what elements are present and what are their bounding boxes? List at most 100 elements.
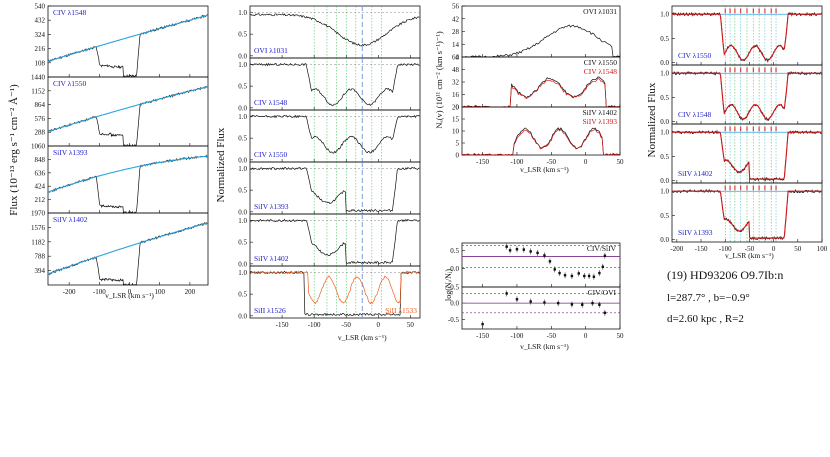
- ncol-xtick-label: 0: [584, 158, 588, 166]
- norm-xtick-label: 50: [407, 321, 415, 329]
- norm-panel-label: SiIV λ1393: [254, 202, 289, 211]
- flux-ytick-label: 1576: [31, 224, 46, 232]
- ncol-ytick-label: 20: [452, 104, 460, 112]
- flux-continuum-fit: [47, 155, 209, 193]
- fit-xaxis-label: v_LSR (km s⁻¹): [725, 251, 774, 260]
- ncol-panel-label: CIV λ1550: [584, 58, 618, 67]
- flux-ytick-label: 1182: [31, 238, 45, 246]
- ncol-second-line-series: [461, 128, 621, 156]
- flux-ytick-label: 432: [35, 17, 46, 25]
- ncol-ytick-label: 10: [452, 128, 460, 136]
- ncol-xtick-label: -150: [476, 158, 489, 166]
- norm-xtick-label: -50: [342, 321, 352, 329]
- norm-siii-1533-overlay: [249, 270, 420, 305]
- flux-continuum-fit: [47, 86, 209, 133]
- flux-yaxis-label: Flux (10⁻¹³ erg s⁻¹ cm⁻² Å⁻¹): [8, 84, 20, 216]
- flux-continuum-fit: [47, 222, 209, 275]
- ncol-yaxis-label: Nₐ(v) (10¹¹ cm⁻² (km s⁻¹)⁻¹): [434, 31, 444, 129]
- norm-ytick-label: 0.5: [238, 135, 247, 143]
- norm-data-series: [249, 62, 420, 107]
- flux-ytick-label: 848: [35, 156, 46, 164]
- fit-panel-label: SiIV λ1393: [678, 228, 713, 237]
- ncol-ytick-label: 56: [452, 3, 460, 11]
- fit-ytick-label: 0.0: [660, 59, 669, 67]
- ratio-xtick-label: 0: [584, 332, 588, 340]
- ratio-ytick-label: 0.0: [450, 300, 459, 308]
- fit-panel-label: CIV λ1548: [678, 110, 712, 119]
- flux-ytick-label: 324: [35, 31, 46, 39]
- flux-ytick-label: 1970: [31, 210, 46, 218]
- fit-ytick-label: 1.0: [660, 70, 669, 78]
- norm-ytick-label: 0.5: [238, 291, 247, 299]
- norm-ytick-label: 0.0: [238, 156, 247, 164]
- ncol-ytick-label: 14: [452, 41, 460, 49]
- ratio-xtick-label: -100: [511, 332, 524, 340]
- fit-xtick-label: 100: [817, 245, 828, 253]
- fit-model-series: [672, 131, 822, 180]
- flux-panel-label: CIV λ1548: [53, 8, 87, 17]
- flux-xtick-label: 200: [185, 288, 196, 296]
- ratio-panel: [461, 286, 621, 330]
- norm-panel-label: CIV λ1550: [254, 150, 288, 159]
- flux-continuum-fit: [47, 14, 209, 62]
- flux-ytick-label: 216: [35, 45, 46, 53]
- ncol-ytick-label: 0: [456, 152, 460, 160]
- norm-ytick-label: 1.0: [238, 217, 247, 225]
- fit-panel-label: SiIV λ1402: [678, 169, 713, 178]
- flux-panel-label: SiIV λ1402: [53, 215, 88, 224]
- norm-panel-label: SiII λ1526: [254, 306, 286, 315]
- flux-ytick-label: 864: [35, 101, 46, 109]
- flux-ytick-label: 424: [35, 183, 46, 191]
- ncol-panel-label: SiIV λ1402: [582, 108, 617, 117]
- fit-ytick-label: 0.0: [660, 118, 669, 126]
- ratio-xtick-label: 50: [617, 332, 625, 340]
- norm-panel-label: CIV λ1548: [254, 98, 288, 107]
- ratio-ytick-label: 0.5: [450, 247, 459, 255]
- flux-ytick-label: 540: [35, 3, 46, 11]
- ncol-data-series: [462, 76, 621, 108]
- ncol-ytick-label: 16: [452, 91, 460, 99]
- star-name-label: (19) HD93206 O9.7Ib:n: [667, 268, 784, 282]
- fit-ytick-label: 0.5: [660, 35, 669, 43]
- fit-ytick-label: 1.0: [660, 11, 669, 19]
- ratio-ytick-label: 0.0: [450, 265, 459, 273]
- ncol-second-line-series: [461, 77, 621, 108]
- fit-model-series: [672, 72, 822, 120]
- norm-data-series: [249, 114, 420, 154]
- distance-label: d=2.60 kpc , R=2: [667, 313, 744, 325]
- norm-ytick-label: 0.0: [238, 52, 247, 60]
- norm-xtick-label: -150: [276, 321, 289, 329]
- fit-xtick-label: -200: [670, 245, 683, 253]
- fit-panel-label: CIV λ1550: [678, 51, 712, 60]
- norm-ytick-label: 0.0: [238, 208, 247, 216]
- norm-ytick-label: 0.5: [238, 31, 247, 39]
- ratio-xtick-label: -150: [476, 332, 489, 340]
- ncol-panel-label: OVI λ1031: [583, 7, 617, 16]
- flux-ytick-label: 288: [35, 129, 46, 137]
- ratio-ytick-label: -0.5: [448, 284, 460, 292]
- fit-xtick-label: 50: [794, 245, 802, 253]
- norm-ytick-label: 0.0: [238, 312, 247, 320]
- ratio-panel-label: CIV/SiIV: [587, 244, 617, 253]
- flux-ytick-label: 1440: [31, 74, 46, 82]
- norm-ytick-label: 1.0: [238, 165, 247, 173]
- ncol-ytick-label: 42: [452, 15, 460, 23]
- fit-ytick-label: 0.0: [660, 177, 669, 185]
- fit-ytick-label: 0.0: [660, 236, 669, 244]
- ncol-panel-label-secondary: SiIV λ1393: [582, 117, 617, 126]
- norm-xtick-label: 0: [377, 321, 381, 329]
- ratio-xtick-label: -50: [547, 332, 557, 340]
- flux-ytick-label: 1152: [31, 87, 45, 95]
- ncol-ytick-label: 0: [456, 104, 460, 112]
- flux-data-series: [47, 85, 209, 147]
- flux-xtick-label: -100: [93, 288, 106, 296]
- ncol-ytick-label: 32: [452, 79, 460, 87]
- ratio-yaxis-label: log(Nᵢ/Nⱼ): [444, 269, 453, 301]
- norm-panel: [249, 265, 421, 319]
- flux-data-series: [47, 221, 209, 286]
- flux-ytick-label: 576: [35, 115, 46, 123]
- fit-xtick-label: -150: [695, 245, 708, 253]
- norm-xaxis-label: v_LSR (km s⁻¹): [338, 333, 387, 342]
- ncol-data-series: [461, 127, 621, 156]
